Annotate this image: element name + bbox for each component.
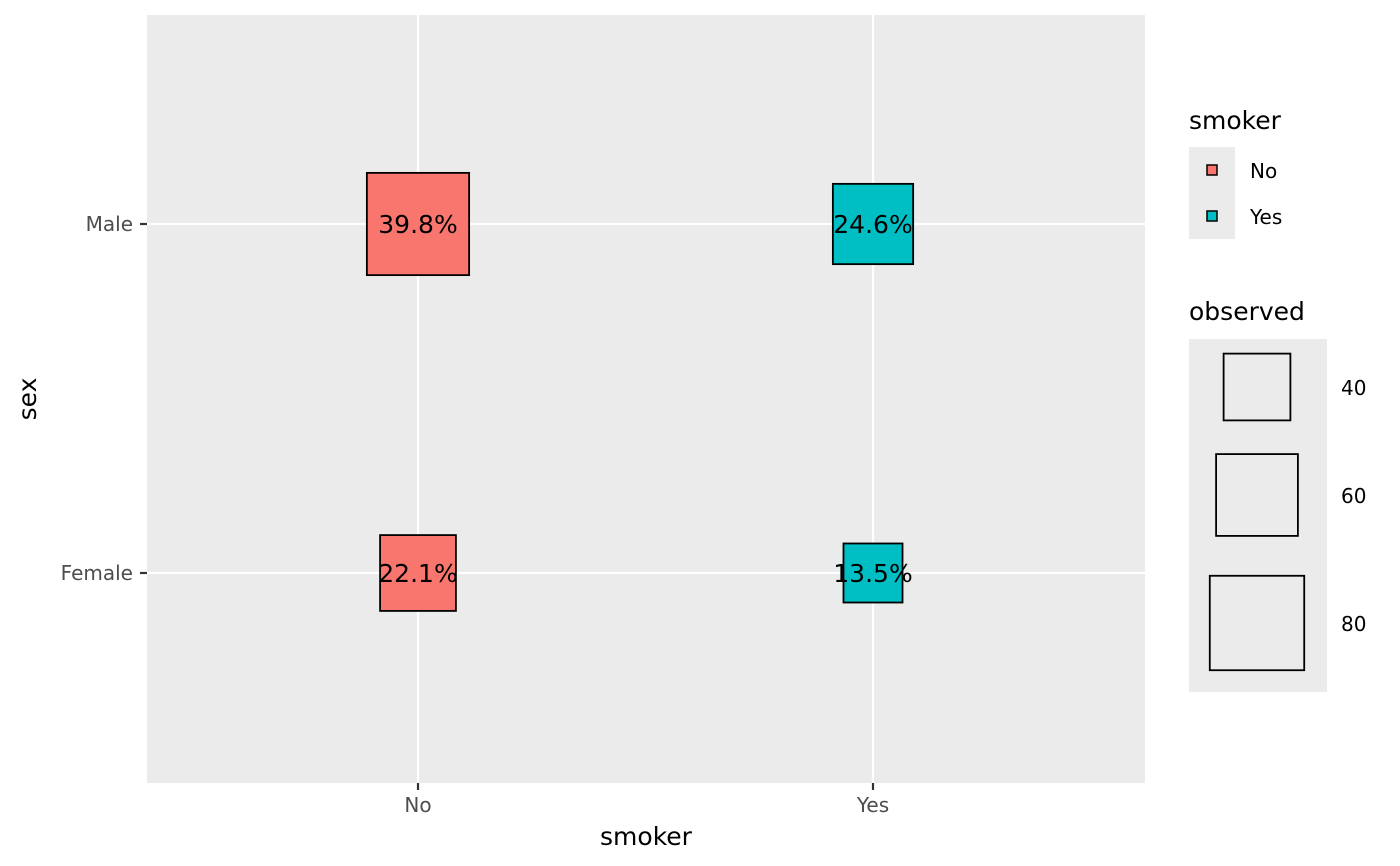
y-tick-label-female: Female	[61, 561, 133, 585]
legend-size-label-60: 60	[1341, 484, 1366, 508]
legend-fill-label-no: No	[1250, 159, 1277, 183]
y-axis-title: sex	[13, 378, 42, 421]
tile-label-male-no: 39.8%	[378, 210, 457, 239]
legend-size-key-40	[1222, 352, 1292, 422]
legend-fill-label-yes: Yes	[1249, 205, 1282, 229]
legend-size-label-80: 80	[1341, 612, 1366, 636]
tile-label-female-yes: 13.5%	[833, 559, 912, 588]
plot-panel	[147, 15, 1145, 783]
grid-lines	[147, 15, 1145, 783]
tile-female-yes	[842, 542, 904, 604]
x-tick-label-yes: Yes	[856, 793, 889, 817]
legend-fill-key-bg	[1189, 147, 1235, 239]
tile-label-male-yes: 24.6%	[833, 210, 912, 239]
tile-label-female-no: 22.1%	[378, 559, 457, 588]
tile-male-no	[365, 171, 471, 277]
tiles: 39.8% 24.6% 22.1% 13.5%	[365, 171, 915, 612]
legend-size-key-80	[1208, 574, 1306, 672]
legend-size-key-60	[1215, 453, 1299, 537]
tile-female-no	[379, 534, 457, 612]
x-axis-title: smoker	[600, 822, 693, 851]
legend-fill-title: smoker	[1189, 106, 1282, 135]
x-tick-label-no: No	[404, 793, 431, 817]
legend-size-label-40: 40	[1341, 376, 1366, 400]
legend-fill-swatch-no	[1206, 164, 1218, 176]
axes: No Yes Female Male	[61, 212, 889, 817]
legend-size: observed 40 60 80	[1189, 297, 1366, 692]
y-tick-label-male: Male	[86, 212, 133, 236]
legend-fill-swatch-yes	[1206, 210, 1218, 222]
tile-male-yes	[831, 182, 915, 266]
legend-fill: smoker No Yes	[1189, 106, 1282, 239]
legend-size-title: observed	[1189, 297, 1305, 326]
